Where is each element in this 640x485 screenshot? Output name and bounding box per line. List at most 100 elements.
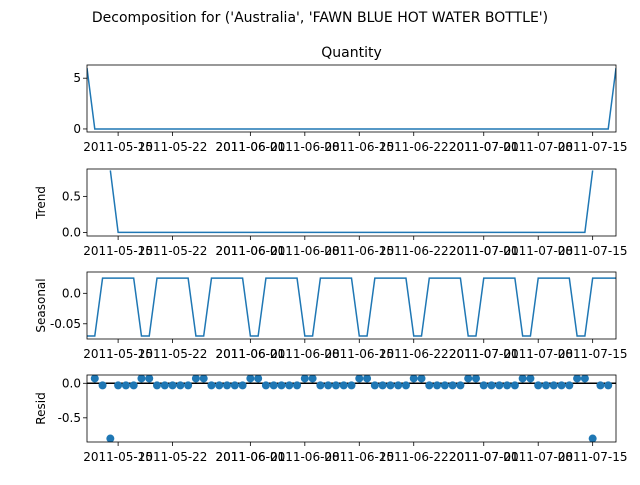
x-tick-label: 2011-07-15 [558, 450, 628, 464]
axes-frame [86, 64, 617, 133]
data-point [246, 375, 255, 383]
plot-area [87, 277, 616, 337]
y-tick-label: 0.0 [62, 376, 81, 390]
data-point [440, 381, 449, 390]
y-tick-label: 0.5 [62, 189, 81, 203]
data-point [98, 381, 107, 390]
data-point [137, 375, 146, 383]
data-point [300, 375, 309, 383]
data-point [433, 381, 442, 390]
data-point [495, 381, 504, 390]
y-tick-label: 0.0 [62, 225, 81, 239]
data-point [394, 381, 403, 390]
data-point [425, 381, 434, 390]
x-tick-label: 2011-05-22 [138, 140, 208, 154]
data-point [316, 381, 325, 390]
x-tick-label-month: 2011-07-01 [449, 347, 519, 361]
data-point [526, 375, 535, 383]
x-tick-label: 2011-05-22 [138, 347, 208, 361]
y-tick-label: 5 [73, 71, 81, 85]
x-tick-label: 2011-07-08 [503, 244, 573, 258]
x-tick-label: 2011-07-08 [503, 347, 573, 361]
plot-area [109, 170, 594, 234]
data-point [355, 375, 364, 383]
data-point [277, 381, 286, 390]
data-point [386, 381, 395, 390]
data-point [145, 375, 154, 383]
x-tick-label: 2011-06-01 [215, 450, 285, 464]
plot-area [87, 67, 616, 130]
x-tick-label-month: 2011-07-01 [449, 450, 519, 464]
x-tick-label: 2011-06-01 [215, 347, 285, 361]
x-tick-label: 2011-07-08 [503, 450, 573, 464]
x-tick-label: 2011-05-22 [138, 450, 208, 464]
y-tick-label: -0.5 [58, 411, 81, 425]
x-tick-label-month: 2011-07-01 [449, 140, 519, 154]
data-point [106, 434, 115, 442]
x-tick-label: 2011-07-15 [558, 244, 628, 258]
data-point [285, 381, 294, 390]
x-tick-label: 2011-07-01 [449, 347, 519, 361]
data-point [223, 381, 232, 390]
data-point [293, 381, 302, 390]
data-point [518, 375, 527, 383]
data-point [565, 381, 574, 390]
y-axis-label: Trend [34, 186, 48, 220]
x-tick-label: 2011-05-15 [83, 244, 153, 258]
x-tick-label: 2011-07-08 [503, 140, 573, 154]
data-point [324, 381, 333, 390]
data-point [114, 381, 123, 390]
data-point [479, 381, 488, 390]
data-point [378, 381, 387, 390]
data-point [347, 381, 356, 390]
x-tick-label: 2011-06-15 [324, 140, 394, 154]
data-point [254, 375, 263, 383]
x-tick-label: 2011-06-22 [379, 140, 449, 154]
data-point [168, 381, 177, 390]
x-tick-label: 2011-06-08 [270, 347, 340, 361]
data-point [487, 381, 496, 390]
data-point [363, 375, 372, 383]
x-tick-label: 2011-07-15 [558, 347, 628, 361]
data-point [464, 375, 473, 383]
x-tick-label: 2011-07-01 [449, 140, 519, 154]
x-tick-label-month: 2011-06-01 [215, 347, 285, 361]
data-point [215, 381, 224, 390]
x-tick-label-month: 2011-06-01 [215, 244, 285, 258]
data-point [549, 381, 558, 390]
data-point [541, 381, 550, 390]
data-point [534, 381, 543, 390]
y-tick-label: 0 [73, 122, 81, 136]
data-point [199, 375, 208, 383]
x-tick-label: 2011-05-22 [138, 244, 208, 258]
data-point [471, 375, 480, 383]
x-tick-label-month: 2011-07-01 [449, 244, 519, 258]
data-point [573, 375, 582, 383]
data-point [308, 375, 317, 383]
x-tick-label: 2011-06-08 [270, 244, 340, 258]
x-tick-label: 2011-06-22 [379, 450, 449, 464]
series-line [87, 67, 616, 130]
data-point [269, 381, 278, 390]
data-point [557, 381, 566, 390]
data-point [596, 381, 605, 390]
data-point [448, 381, 457, 390]
x-tick-label-month: 2011-06-01 [215, 450, 285, 464]
data-point [184, 381, 193, 390]
data-point [176, 381, 185, 390]
y-axis-label: Resid [34, 392, 48, 424]
data-point [409, 375, 418, 383]
data-point [339, 381, 348, 390]
x-tick-label: 2011-06-01 [215, 140, 285, 154]
data-point [153, 381, 162, 390]
x-tick-label: 2011-05-15 [83, 450, 153, 464]
x-tick-label: 2011-06-22 [379, 244, 449, 258]
data-point [238, 381, 247, 390]
data-point [401, 381, 410, 390]
data-point [90, 375, 99, 383]
x-tick-label: 2011-06-15 [324, 244, 394, 258]
